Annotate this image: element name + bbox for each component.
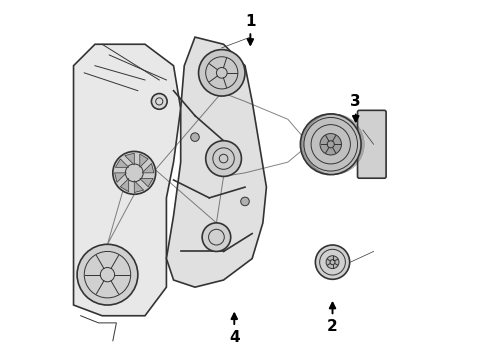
Text: 3: 3	[350, 94, 361, 121]
Polygon shape	[121, 179, 129, 192]
FancyBboxPatch shape	[358, 111, 386, 178]
Circle shape	[300, 114, 361, 175]
Circle shape	[113, 152, 156, 194]
Text: 4: 4	[229, 314, 240, 345]
Circle shape	[326, 256, 339, 269]
Circle shape	[241, 197, 249, 206]
Text: 2: 2	[327, 303, 338, 334]
Circle shape	[202, 223, 231, 251]
Polygon shape	[125, 153, 134, 165]
Circle shape	[151, 94, 167, 109]
Circle shape	[316, 245, 350, 279]
Polygon shape	[140, 179, 153, 187]
Circle shape	[206, 141, 242, 176]
Polygon shape	[134, 181, 144, 193]
Circle shape	[77, 244, 138, 305]
Circle shape	[320, 134, 342, 155]
Polygon shape	[140, 154, 148, 167]
Polygon shape	[142, 163, 154, 173]
Polygon shape	[116, 159, 129, 167]
Circle shape	[191, 133, 199, 141]
Polygon shape	[167, 37, 267, 287]
Polygon shape	[115, 173, 126, 182]
Polygon shape	[74, 44, 181, 316]
Circle shape	[198, 50, 245, 96]
Text: 1: 1	[245, 14, 256, 45]
